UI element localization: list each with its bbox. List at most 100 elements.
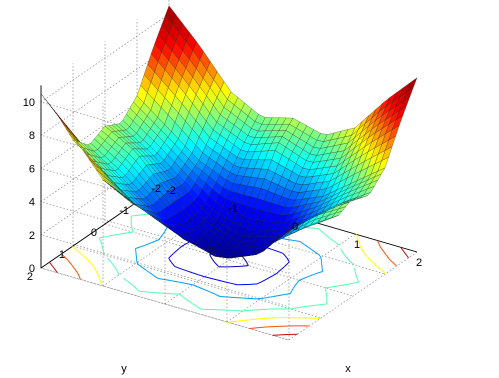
contour-segment [170, 261, 173, 264]
z-tick-label: 10 [23, 97, 35, 109]
contour-segment [292, 285, 296, 289]
contour-segment [158, 236, 162, 240]
contour-segment [108, 259, 112, 263]
contour-segment [136, 262, 140, 266]
contour-segment [87, 259, 92, 265]
contour-segment [392, 262, 396, 265]
contour-segment [51, 264, 53, 267]
contour-segment [330, 238, 333, 241]
contour-segment [331, 239, 335, 243]
y-tick-label: 2 [27, 271, 33, 283]
grid-line [104, 223, 354, 297]
contour-segment [345, 282, 353, 286]
contour-segment [99, 278, 102, 282]
contour-segment [162, 231, 166, 235]
contour-segment [145, 242, 151, 246]
contour-segment [359, 244, 362, 249]
z-tick-label: 8 [29, 130, 35, 142]
contour-segment [271, 248, 278, 252]
contour-segment [49, 261, 52, 266]
contour-segment [385, 254, 388, 257]
contour-segment [304, 244, 310, 249]
contour-segment [236, 319, 244, 322]
x-tick-label: 1 [354, 239, 360, 251]
contour-segment [325, 291, 328, 295]
contour-segment [322, 231, 326, 236]
contour-segment [403, 250, 406, 255]
contour-segment [79, 277, 81, 280]
contour-segment [101, 244, 104, 249]
contour-segment [217, 279, 225, 283]
contour-segment [349, 261, 355, 266]
contour-segment [388, 258, 391, 261]
contour-segment [394, 263, 397, 267]
contour-segment [318, 254, 322, 258]
contour-segment [348, 260, 351, 262]
contour-segment [174, 266, 182, 270]
contour-segment [377, 240, 379, 243]
contour-segment [340, 249, 344, 253]
x-tick-label: 0 [292, 221, 298, 233]
contour-segment [303, 276, 309, 279]
contour-segment [189, 301, 193, 304]
contour-segment [192, 272, 199, 276]
contour-segment [196, 306, 199, 308]
contour-segment [389, 259, 394, 263]
contour-segment [179, 281, 187, 284]
contour-segment [275, 271, 280, 275]
contour-segment [406, 254, 409, 259]
contour-segment [214, 293, 221, 297]
contour-segment [250, 318, 259, 321]
contour-segment [307, 274, 313, 278]
contour-segment [139, 213, 146, 216]
contour-segment [261, 279, 266, 283]
contour-segment [402, 249, 404, 252]
contour-segment [361, 248, 364, 253]
contour-segment [223, 281, 231, 284]
contour-segment [116, 271, 120, 276]
contour-segment [139, 290, 145, 293]
contour-segment [204, 276, 212, 279]
contour-segment [317, 253, 320, 256]
contour-segment [285, 256, 288, 259]
contour-segment [183, 296, 189, 301]
contour-segment [289, 307, 297, 310]
contour-segment [82, 254, 85, 257]
contour-segment [358, 243, 361, 245]
contour-segment [294, 282, 298, 286]
contour-segment [149, 241, 155, 244]
contour-segment [355, 275, 358, 279]
contour-segment [373, 263, 376, 266]
contour-segment [290, 290, 293, 294]
contour-segment [62, 255, 66, 258]
contour-segment [218, 265, 220, 268]
contour-segment [357, 241, 360, 244]
contour-segment [105, 234, 113, 238]
contour-segment [308, 247, 312, 250]
contour-segment [140, 245, 145, 248]
contour-segment [185, 241, 190, 245]
contour-segment [203, 288, 210, 293]
contour-segment [135, 246, 141, 249]
contour-segment [346, 257, 350, 261]
contour-segment [215, 262, 219, 267]
contour-segment [313, 227, 319, 230]
contour-segment [116, 270, 118, 272]
contour-segment [153, 275, 159, 279]
contour-segment [127, 231, 133, 234]
contour-segment [100, 241, 103, 245]
contour-segment [246, 261, 249, 266]
contour-segment [284, 263, 288, 268]
contour-segment [326, 235, 331, 240]
contour-segment [97, 275, 100, 277]
contour-segment [244, 297, 253, 300]
contour-segment [286, 261, 290, 265]
contour-segment [77, 272, 80, 277]
contour-segment [345, 256, 348, 259]
contour-segment [380, 269, 382, 271]
contour-segment [187, 300, 190, 303]
contour-segment [325, 234, 327, 236]
contour-segment [76, 249, 78, 251]
contour-segment [180, 268, 187, 272]
contour-segment [276, 250, 284, 254]
